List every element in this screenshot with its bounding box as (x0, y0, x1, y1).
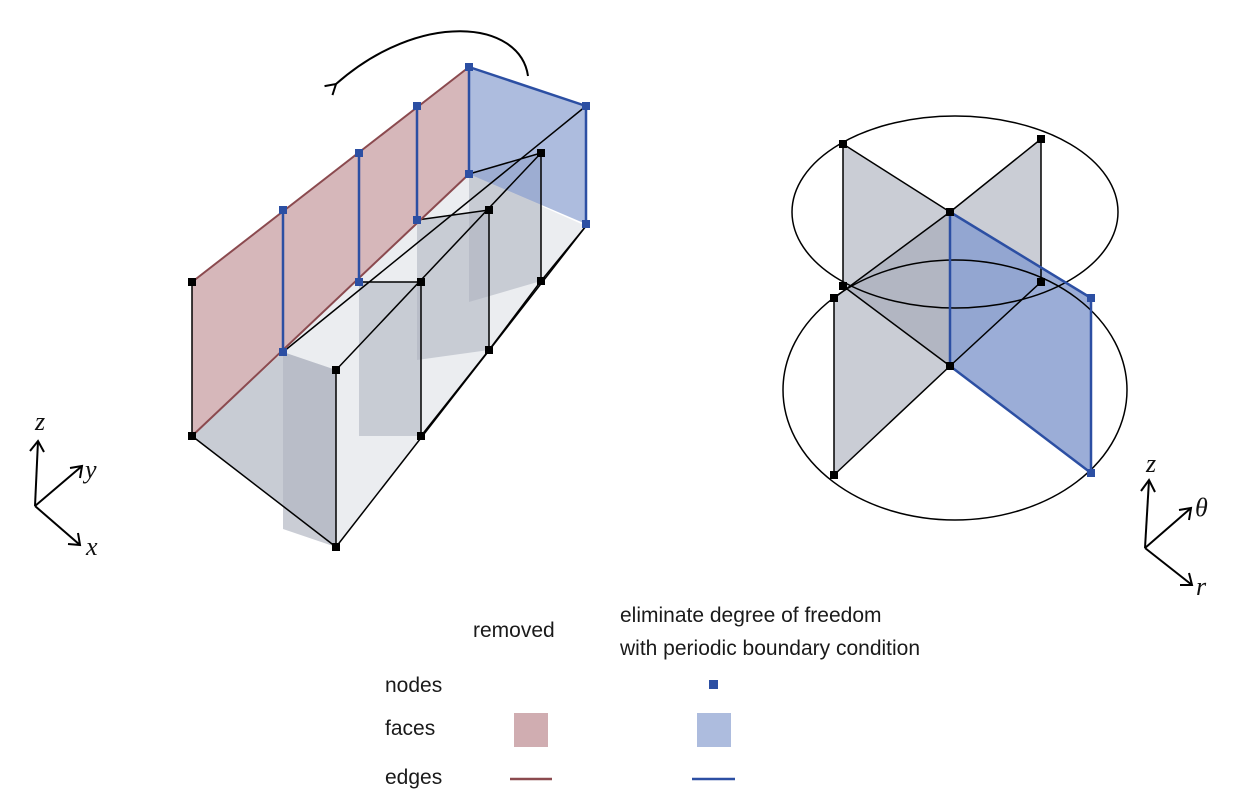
removed-faces (192, 67, 469, 436)
grey-plane-3 (417, 210, 489, 360)
bottom-ellipse (782, 259, 1128, 521)
black-nodes (188, 149, 545, 551)
axis-label-theta: θ (1195, 493, 1208, 522)
cyl-periodic-nodes (1087, 294, 1095, 477)
legend-periodic-face-swatch (697, 713, 731, 747)
cylindrical-axes: z θ r (1140, 449, 1208, 601)
legend-removed-face-swatch (514, 713, 548, 747)
removed-top-face (192, 67, 469, 436)
legend-row-edges: edges (385, 766, 442, 789)
legend-col-periodic-line1: eliminate degree of freedom (620, 604, 882, 627)
top-ellipse (791, 115, 1119, 309)
axis-label-z-cyl: z (1145, 449, 1156, 478)
grey-planes (192, 153, 541, 547)
axis-label-x: x (85, 532, 98, 561)
axis-label-r: r (1196, 572, 1207, 601)
bottom-face (192, 174, 586, 547)
cyl-black-nodes (830, 135, 1045, 479)
cyl-periodic-edges (948, 210, 1093, 474)
legend: removed eliminate degree of freedom with… (385, 604, 920, 789)
legend-col-periodic-line2: with periodic boundary condition (619, 637, 920, 660)
cyl-black-edges (833, 138, 1042, 476)
legend-row-faces: faces (385, 717, 435, 740)
grey-plane-0 (192, 352, 336, 547)
removed-edges (191, 66, 470, 437)
cylindrical-mesh (782, 115, 1128, 521)
cyl-grey-face-front-left (834, 212, 950, 475)
grey-plane-2 (359, 282, 421, 436)
axis-label-y: y (82, 455, 97, 484)
periodic-face (469, 67, 586, 224)
legend-row-nodes: nodes (385, 674, 442, 697)
axis-label-z: z (34, 407, 45, 436)
periodic-nodes (279, 63, 590, 356)
rotation-arrow (324, 30, 529, 96)
cartesian-axes: z y x (29, 407, 98, 561)
cartesian-mesh (188, 30, 590, 551)
legend-col-removed: removed (473, 619, 555, 642)
legend-periodic-node-swatch (709, 680, 718, 689)
